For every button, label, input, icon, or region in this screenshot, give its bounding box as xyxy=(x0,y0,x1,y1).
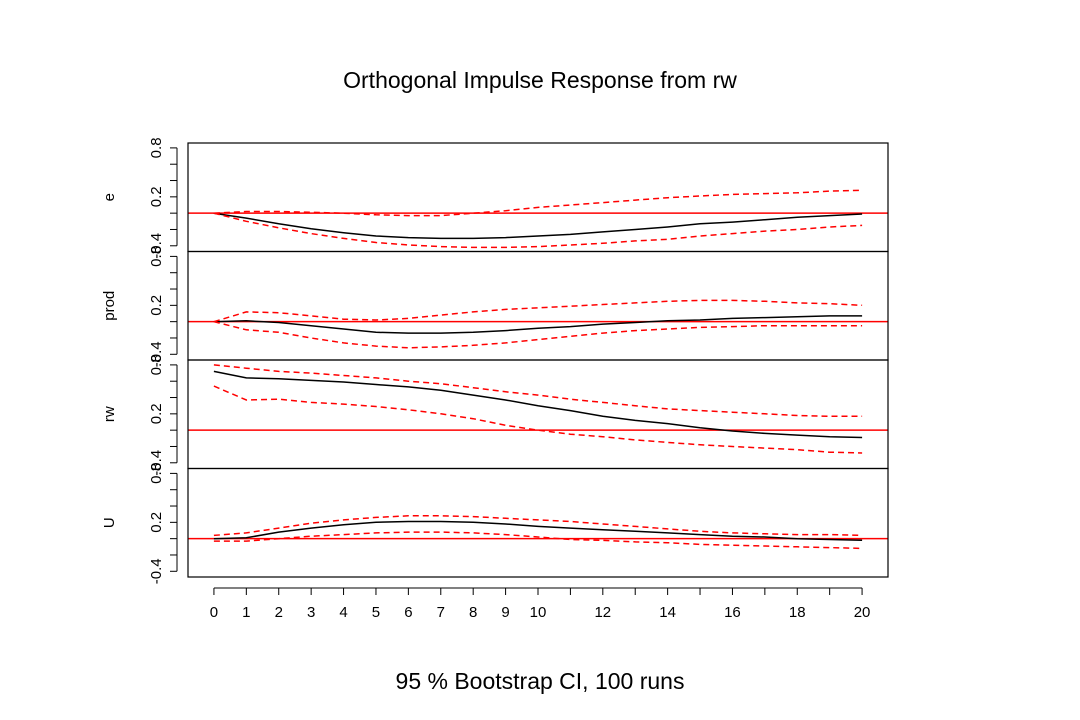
y-tick-label: -0.4 xyxy=(148,558,165,584)
series-line xyxy=(213,315,863,334)
x-tick-label: 7 xyxy=(437,604,445,621)
series-line xyxy=(213,385,863,454)
x-tick-label: 2 xyxy=(275,604,283,621)
series-line xyxy=(213,370,863,439)
x-tick-label: 0 xyxy=(210,604,218,621)
y-tick-label: 0.2 xyxy=(148,403,165,424)
panel-frame xyxy=(187,142,889,253)
y-axis-label: prod xyxy=(101,291,118,321)
y-axis-label: e xyxy=(101,193,118,201)
series-line xyxy=(213,364,863,418)
x-tick-label: 3 xyxy=(307,604,315,621)
x-tick-label: 12 xyxy=(594,604,611,621)
series-line xyxy=(213,299,863,323)
panel-frame xyxy=(187,250,889,361)
x-tick-label: 5 xyxy=(372,604,380,621)
series-line xyxy=(213,212,863,240)
series-line xyxy=(213,320,863,349)
series-line xyxy=(213,520,863,542)
series-line xyxy=(213,531,863,550)
x-tick-label: 18 xyxy=(789,604,806,621)
y-tick-label: 0.2 xyxy=(148,295,165,316)
y-tick-label: 0.8 xyxy=(148,463,165,484)
series-line xyxy=(213,212,863,249)
panel-frame xyxy=(187,467,889,578)
y-tick-label: 0.8 xyxy=(148,246,165,267)
series-line xyxy=(213,515,863,537)
x-tick-label: 6 xyxy=(404,604,412,621)
y-tick-label: -0.4 xyxy=(148,341,165,367)
x-tick-label: 14 xyxy=(659,604,676,621)
y-tick-label: 0.2 xyxy=(148,186,165,207)
x-tick-label: 1 xyxy=(242,604,250,621)
y-axis-label: rw xyxy=(101,406,118,422)
y-tick-label: -0.4 xyxy=(148,233,165,259)
x-tick-label: 8 xyxy=(469,604,477,621)
x-tick-label: 9 xyxy=(501,604,509,621)
y-tick-label: 0.8 xyxy=(148,137,165,158)
y-tick-label: -0.4 xyxy=(148,450,165,476)
x-tick-label: 16 xyxy=(724,604,741,621)
caption: 95 % Bootstrap CI, 100 runs xyxy=(396,668,685,694)
y-tick-label: 0.8 xyxy=(148,354,165,375)
series-line xyxy=(213,189,863,217)
chart-title: Orthogonal Impulse Response from rw xyxy=(343,67,737,93)
x-tick-label: 10 xyxy=(530,604,547,621)
x-tick-label: 20 xyxy=(854,604,871,621)
y-axis-label: U xyxy=(101,517,118,528)
y-tick-label: 0.2 xyxy=(148,512,165,533)
x-tick-label: 4 xyxy=(339,604,347,621)
